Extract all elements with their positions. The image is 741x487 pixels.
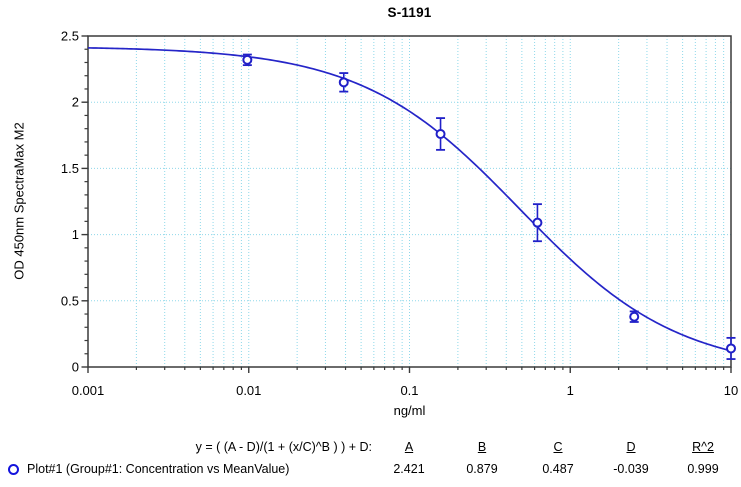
x-tick-label: 1 bbox=[567, 383, 574, 398]
param-header-c: C bbox=[553, 440, 563, 454]
y-axis-label: OD 450nm SpectraMax M2 bbox=[11, 122, 27, 280]
data-point-marker[interactable] bbox=[629, 311, 640, 322]
y-tick-label: 2.5 bbox=[61, 29, 79, 44]
plot-series-label: Plot#1 (Group#1: Concentration vs MeanVa… bbox=[27, 462, 290, 476]
param-value-r2: 0.999 bbox=[687, 462, 719, 476]
param-value-c: 0.487 bbox=[542, 462, 574, 476]
y-tick-label: 1 bbox=[72, 227, 79, 242]
data-point-marker[interactable] bbox=[338, 77, 349, 88]
chart-title: S-1191 bbox=[387, 5, 432, 20]
x-tick-label: 10 bbox=[724, 383, 738, 398]
param-value-d: -0.039 bbox=[613, 462, 649, 476]
data-point-marker[interactable] bbox=[435, 128, 446, 139]
param-header-a: A bbox=[404, 440, 414, 454]
param-header-d: D bbox=[626, 440, 636, 454]
open-circle-marker-icon bbox=[8, 463, 19, 475]
y-tick-label: 2 bbox=[72, 95, 79, 110]
param-header-r2: R^2 bbox=[692, 440, 714, 454]
fit-curve bbox=[87, 47, 732, 352]
x-tick-label: 0.001 bbox=[72, 383, 105, 398]
legend-plot-row: Plot#1 (Group#1: Concentration vs MeanVa… bbox=[0, 462, 374, 476]
param-value-a: 2.421 bbox=[393, 462, 425, 476]
param-value-b: 0.879 bbox=[466, 462, 498, 476]
data-point-marker[interactable] bbox=[242, 54, 253, 65]
legend: y = ( (A - D)/(1 + (x/C)^B ) ) + D: A B … bbox=[0, 439, 741, 477]
param-header-b: B bbox=[477, 440, 487, 454]
x-axis-label: ng/ml bbox=[393, 403, 426, 418]
y-tick-label: 0 bbox=[72, 360, 79, 375]
x-tick-label: 0.1 bbox=[400, 383, 418, 398]
x-tick-label: 0.01 bbox=[236, 383, 261, 398]
fit-equation: y = ( (A - D)/(1 + (x/C)^B ) ) + D: bbox=[195, 440, 372, 454]
data-point-marker[interactable] bbox=[532, 217, 543, 228]
plot-svg: 0.001 0.01 0.1 1 10 0 0.5 1 1.5 2 2.5 bbox=[61, 29, 738, 399]
y-tick-label: 1.5 bbox=[61, 161, 79, 176]
y-tick-label: 0.5 bbox=[61, 293, 79, 308]
data-point-marker[interactable] bbox=[726, 343, 736, 354]
